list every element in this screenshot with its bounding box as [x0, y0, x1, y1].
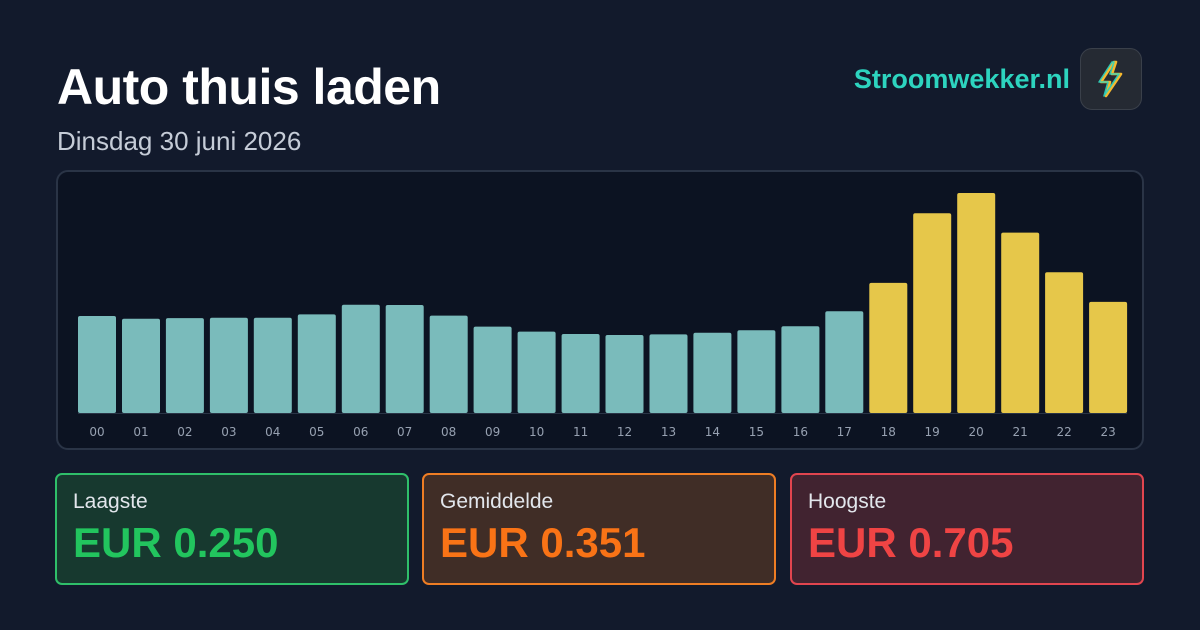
x-tick-label: 06 — [353, 425, 368, 439]
brand-name[interactable]: Stroomwekker.nl — [853, 64, 1070, 94]
highest-price-card: Hoogste EUR 0.705 — [790, 473, 1144, 585]
average-price-label: Gemiddelde — [440, 490, 554, 513]
x-tick-label: 10 — [529, 425, 544, 439]
bar-hour-22[interactable] — [1045, 272, 1084, 413]
lowest-price-value: EUR 0.250 — [73, 519, 279, 566]
bar-hour-18[interactable] — [869, 282, 908, 413]
bar-hour-17[interactable] — [825, 311, 864, 413]
x-tick-label: 03 — [221, 425, 236, 439]
bar-hour-14[interactable] — [693, 332, 732, 413]
bar-hour-13[interactable] — [649, 334, 688, 413]
bar-hour-03[interactable] — [209, 317, 248, 413]
bar-hour-05[interactable] — [297, 314, 336, 413]
bar-hour-23[interactable] — [1089, 301, 1128, 413]
x-tick-label: 02 — [177, 425, 192, 439]
bar-hour-10[interactable] — [517, 331, 556, 413]
x-tick-label: 22 — [1056, 425, 1071, 439]
x-tick-label: 16 — [793, 425, 808, 439]
bar-hour-19[interactable] — [913, 213, 952, 413]
x-tick-label: 20 — [969, 425, 984, 439]
lowest-price-card: Laagste EUR 0.250 — [55, 473, 409, 585]
x-tick-label: 11 — [573, 425, 588, 439]
bar-hour-04[interactable] — [253, 317, 292, 413]
x-tick-label: 19 — [925, 425, 940, 439]
bar-hour-16[interactable] — [781, 326, 820, 413]
x-tick-label: 23 — [1100, 425, 1115, 439]
x-tick-label: 07 — [397, 425, 412, 439]
price-chart-panel: 00 01 02 03 04 05 06 07 08 09 10 11 12 13 14 15 16 17 18 19… — [56, 170, 1144, 450]
lightning-bolt-icon — [1098, 60, 1123, 98]
average-price-card: Gemiddelde EUR 0.351 — [422, 473, 776, 585]
bar-hour-08[interactable] — [429, 315, 468, 413]
x-tick-label: 09 — [485, 425, 500, 439]
bar-hour-01[interactable] — [122, 318, 160, 413]
x-tick-label: 17 — [837, 425, 852, 439]
x-tick-label: 08 — [441, 425, 456, 439]
bar-hour-09[interactable] — [473, 326, 512, 413]
lowest-price-label: Laagste — [73, 490, 148, 513]
x-tick-label: 13 — [661, 425, 676, 439]
x-tick-label: 18 — [881, 425, 896, 439]
brand-logo[interactable] — [1080, 48, 1142, 110]
bar-hour-15[interactable] — [737, 330, 776, 413]
bar-hour-02[interactable] — [165, 318, 204, 413]
average-price-value: EUR 0.351 — [440, 519, 646, 566]
page-title: Auto thuis laden — [57, 59, 441, 115]
x-tick-label: 00 — [89, 425, 104, 439]
hourly-price-bar-chart: 00 01 02 03 04 05 06 07 08 09 10 11 12 13 14 15 16 17 18 19… — [78, 193, 1128, 439]
bar-hour-12[interactable] — [605, 335, 644, 413]
bar-hour-00[interactable] — [78, 316, 116, 413]
x-tick-label: 01 — [133, 425, 148, 439]
bar-hour-11[interactable] — [561, 334, 600, 413]
x-tick-label: 05 — [309, 425, 324, 439]
bar-hour-06[interactable] — [341, 304, 380, 413]
bar-hour-20[interactable] — [957, 193, 996, 413]
date-subtitle: Dinsdag 30 juni 2026 — [57, 126, 302, 156]
x-tick-label: 04 — [265, 425, 280, 439]
x-tick-label: 21 — [1013, 425, 1028, 439]
bar-hour-07[interactable] — [385, 305, 424, 413]
highest-price-label: Hoogste — [808, 490, 887, 513]
x-tick-label: 15 — [749, 425, 764, 439]
highest-price-value: EUR 0.705 — [808, 519, 1014, 566]
x-tick-label: 14 — [705, 425, 720, 439]
x-tick-label: 12 — [617, 425, 632, 439]
bar-hour-21[interactable] — [1001, 232, 1040, 413]
